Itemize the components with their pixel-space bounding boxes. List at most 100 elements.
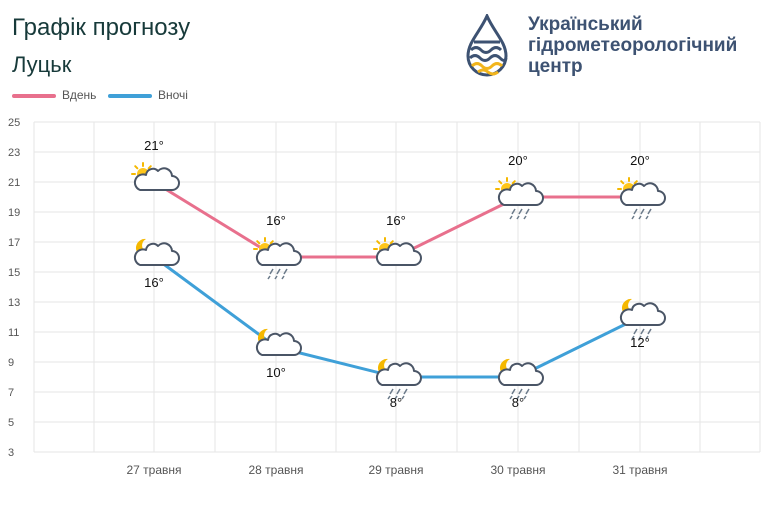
x-tick-label: 28 травня <box>248 463 303 477</box>
y-tick-label: 13 <box>8 297 20 309</box>
data-label-night: 8° <box>390 395 402 410</box>
rain-drop <box>640 328 645 335</box>
legend-item-day[interactable]: Вдень <box>12 88 96 102</box>
y-tick-label: 23 <box>8 147 20 159</box>
cloud-shape <box>375 362 422 386</box>
sun-cloud-rain-icon <box>617 177 666 220</box>
moon-cloud-rain-icon <box>619 298 666 340</box>
rain-drop <box>633 328 638 335</box>
y-tick-label: 9 <box>8 357 14 369</box>
legend-swatch-night <box>108 93 152 98</box>
rain-drop <box>387 395 391 400</box>
y-tick-label: 17 <box>8 237 20 249</box>
y-tick-label: 15 <box>8 267 20 279</box>
data-label-night: 16° <box>144 275 164 290</box>
rain-drop <box>633 208 638 215</box>
rain-drop <box>523 215 527 220</box>
data-label-day: 21° <box>144 138 164 153</box>
cloud-shape <box>133 242 180 266</box>
sun-cloud-icon <box>373 237 422 266</box>
rain-drop <box>509 395 513 400</box>
moon-cloud-rain-icon <box>375 358 422 400</box>
forecast-chart: 25 23 21 19 17 15 13 11 9 7 5 3 27 травня 28 травня 29… <box>8 117 761 477</box>
y-tick-label: 3 <box>8 447 14 459</box>
rain-drop <box>516 395 520 400</box>
rain-drop <box>511 208 516 215</box>
rain-drop <box>516 215 520 220</box>
rain-drop <box>518 208 523 215</box>
y-tick-label: 7 <box>8 387 14 399</box>
rain-drop <box>645 335 649 340</box>
legend-label-day: Вдень <box>62 88 97 102</box>
x-tick-label: 29 травня <box>368 463 423 477</box>
sun-ray <box>620 180 625 185</box>
data-label-day: 16° <box>386 213 406 228</box>
sun-ray <box>269 240 274 245</box>
rain-drop <box>274 275 278 280</box>
sun-ray <box>389 240 394 245</box>
y-tick-label: 21 <box>8 177 20 189</box>
rain-drop <box>394 395 398 400</box>
cloud-shape <box>133 167 180 191</box>
rain-drop <box>281 275 285 280</box>
rain-drop <box>403 388 408 395</box>
rain-drop <box>396 388 401 395</box>
rain-drop <box>638 335 642 340</box>
sun-ray <box>498 180 503 185</box>
y-tick-label: 19 <box>8 207 20 219</box>
legend-item-night[interactable]: Вночі <box>108 88 188 102</box>
rain-shape <box>509 208 530 220</box>
data-label-day: 20° <box>508 153 528 168</box>
series-line-night <box>153 255 641 379</box>
cloud-shape <box>255 332 302 356</box>
rain-drop <box>518 388 523 395</box>
logo-line-3: центр <box>528 56 583 77</box>
rain-shape <box>387 388 408 400</box>
sun-cloud-rain-icon <box>495 177 544 220</box>
data-label-night: 8° <box>512 395 524 410</box>
rain-drop <box>631 215 635 220</box>
sun-cloud-icon <box>131 162 180 191</box>
moon-cloud-icon <box>133 238 180 266</box>
data-label-night: 10° <box>266 365 286 380</box>
data-label-day: 20° <box>630 153 650 168</box>
cloud-shape <box>497 362 544 386</box>
cloud-shape <box>497 182 544 206</box>
rain-drop <box>523 395 527 400</box>
y-tick-label: 5 <box>8 417 14 429</box>
y-tick-label: 25 <box>8 117 20 129</box>
rain-drop <box>640 208 645 215</box>
rain-drop <box>647 328 652 335</box>
sun-ray <box>147 165 152 170</box>
legend-label-night: Вночі <box>158 88 188 102</box>
rain-drop <box>389 388 394 395</box>
logo-line-2: гідрометеорологічний <box>528 35 738 56</box>
rain-shape <box>509 388 530 400</box>
moon-cloud-rain-icon <box>497 358 544 400</box>
legend-swatch-day <box>12 93 56 98</box>
rain-shape <box>267 268 288 280</box>
sun-ray <box>134 165 139 170</box>
sun-cloud-rain-icon <box>253 237 302 280</box>
rain-drop <box>509 215 513 220</box>
cloud-shape <box>255 242 302 266</box>
rain-drop <box>645 215 649 220</box>
drop-logo-icon <box>466 14 508 77</box>
rain-drop <box>283 268 288 275</box>
x-tick-label: 27 травня <box>126 463 181 477</box>
rain-shape <box>631 328 652 340</box>
cloud-shape <box>375 242 422 266</box>
cloud-shape <box>619 182 666 206</box>
x-tick-label: 31 травня <box>612 463 667 477</box>
moon-cloud-icon <box>255 328 302 356</box>
sun-ray <box>376 240 381 245</box>
logo-text: Український гідрометеорологічний центр <box>528 14 737 77</box>
logo-line-1: Український <box>528 14 643 35</box>
rain-drop <box>631 335 635 340</box>
data-label-night: 12° <box>630 335 650 350</box>
x-tick-label: 30 травня <box>490 463 545 477</box>
rain-drop <box>638 215 642 220</box>
rain-drop <box>269 268 274 275</box>
city-name: Луцьк <box>12 52 72 77</box>
rain-drop <box>647 208 652 215</box>
